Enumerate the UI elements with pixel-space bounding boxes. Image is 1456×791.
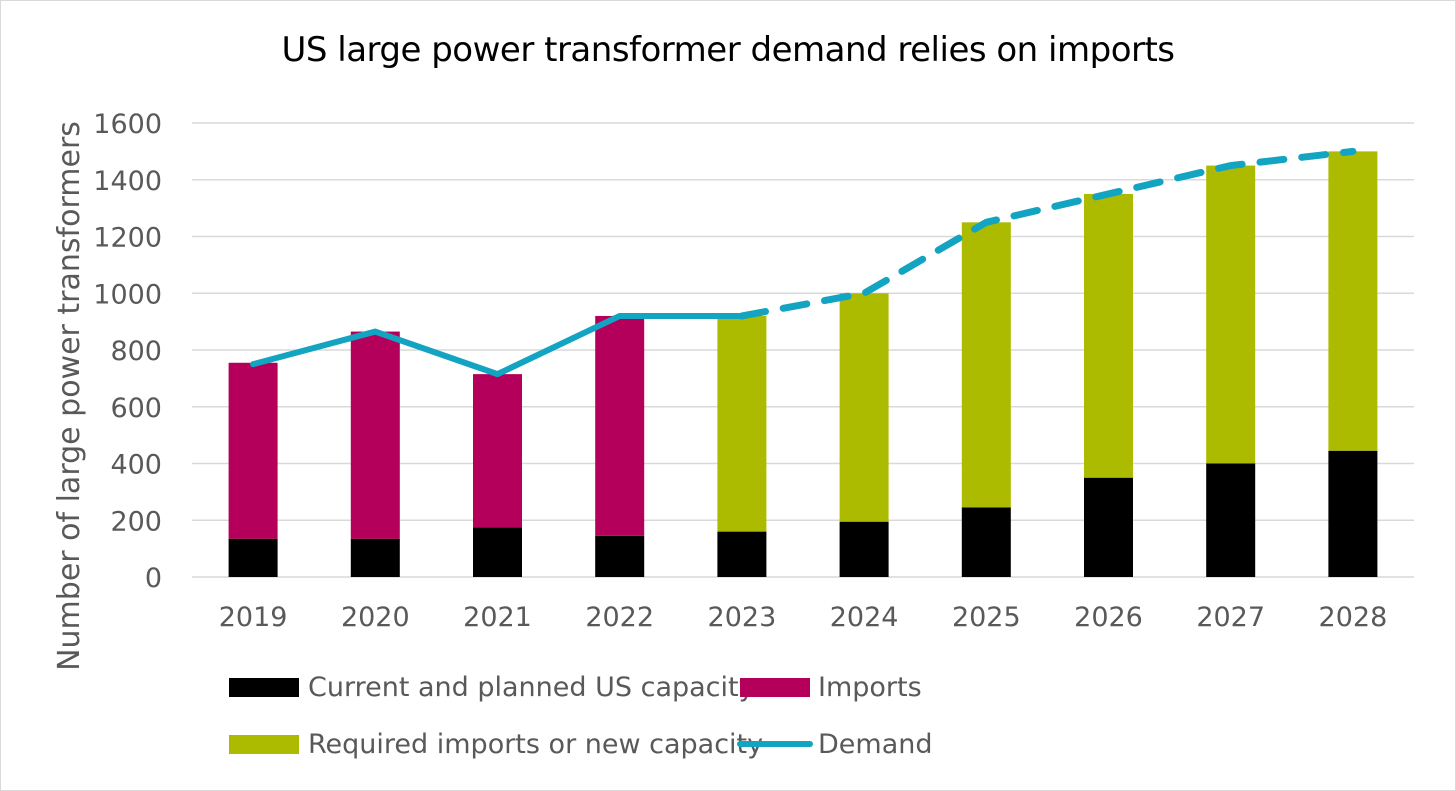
y-tick-label-1200: 1200 (93, 223, 162, 254)
bar-required-imports-or-new-capacity-2024 (839, 293, 889, 522)
y-tick-label-0: 0 (145, 563, 162, 594)
bar-current-and-planned-us-capacity-2024 (839, 521, 889, 577)
y-tick-label-1400: 1400 (93, 166, 162, 197)
bar-required-imports-or-new-capacity-2025 (961, 222, 1011, 508)
x-tick-label-2027: 2027 (1196, 602, 1265, 633)
bar-required-imports-or-new-capacity-2023 (717, 315, 767, 532)
bars (228, 151, 1378, 577)
legend-label-demand: Demand (818, 729, 933, 760)
x-tick-label-2019: 2019 (219, 602, 288, 633)
bar-current-and-planned-us-capacity-2023 (717, 531, 767, 577)
y-tick-label-600: 600 (110, 393, 162, 424)
y-tick-label-200: 200 (110, 506, 162, 537)
legend-item-required: Required imports or new capacity (229, 729, 763, 760)
chart-title: US large power transformer demand relies… (281, 30, 1175, 70)
demand-line (250, 147, 1357, 378)
legend-item-us-capacity: Current and planned US capacity (229, 672, 755, 703)
x-tick-label-2021: 2021 (463, 602, 532, 633)
y-tick-labels: 0 200 400 600 800 1000 1200 1400 1600 (93, 109, 162, 594)
x-tick-label-2023: 2023 (708, 602, 777, 633)
x-tick-label-2024: 2024 (830, 602, 899, 633)
bar-imports-2020 (350, 331, 400, 539)
y-axis-label: Number of large power transformers (52, 121, 87, 671)
demand-line-projected (738, 147, 1357, 320)
x-tick-label-2028: 2028 (1319, 602, 1388, 633)
bar-current-and-planned-us-capacity-2026 (1084, 477, 1133, 577)
x-tick-label-2026: 2026 (1074, 602, 1143, 633)
bar-current-and-planned-us-capacity-2022 (595, 535, 645, 577)
bar-current-and-planned-us-capacity-2019 (228, 538, 278, 577)
x-tick-label-2025: 2025 (952, 602, 1021, 633)
bar-imports-2019 (228, 362, 278, 539)
legend-label-imports: Imports (818, 672, 922, 703)
x-tick-label-2020: 2020 (341, 602, 410, 633)
bar-current-and-planned-us-capacity-2025 (961, 507, 1011, 577)
legend-label-required: Required imports or new capacity (308, 729, 763, 760)
legend-item-imports: Imports (740, 672, 922, 703)
legend: Current and planned US capacity Imports … (229, 672, 933, 760)
bar-required-imports-or-new-capacity-2028 (1328, 151, 1378, 451)
demand-line-actual (250, 312, 745, 378)
bar-required-imports-or-new-capacity-2027 (1206, 165, 1256, 464)
x-tick-label-2022: 2022 (585, 602, 654, 633)
legend-swatch-required (229, 735, 299, 754)
bar-current-and-planned-us-capacity-2028 (1328, 450, 1378, 577)
legend-item-demand: Demand (737, 729, 933, 760)
bar-current-and-planned-us-capacity-2021 (473, 527, 522, 577)
legend-swatch-imports (740, 678, 810, 697)
y-tick-label-400: 400 (110, 450, 162, 481)
y-tick-label-800: 800 (110, 336, 162, 367)
bar-imports-2021 (473, 374, 522, 528)
y-tick-label-1000: 1000 (93, 279, 162, 310)
bar-required-imports-or-new-capacity-2026 (1084, 193, 1133, 478)
bar-current-and-planned-us-capacity-2027 (1206, 463, 1256, 577)
bar-imports-2022 (595, 315, 645, 536)
y-tick-label-1600: 1600 (93, 109, 162, 140)
legend-label-us-capacity: Current and planned US capacity (308, 672, 755, 703)
legend-swatch-us-capacity (229, 678, 299, 697)
bar-current-and-planned-us-capacity-2020 (350, 538, 400, 577)
x-tick-labels: 2019 2020 2021 2022 2023 2024 2025 2026 2027 2028 (219, 602, 1388, 633)
